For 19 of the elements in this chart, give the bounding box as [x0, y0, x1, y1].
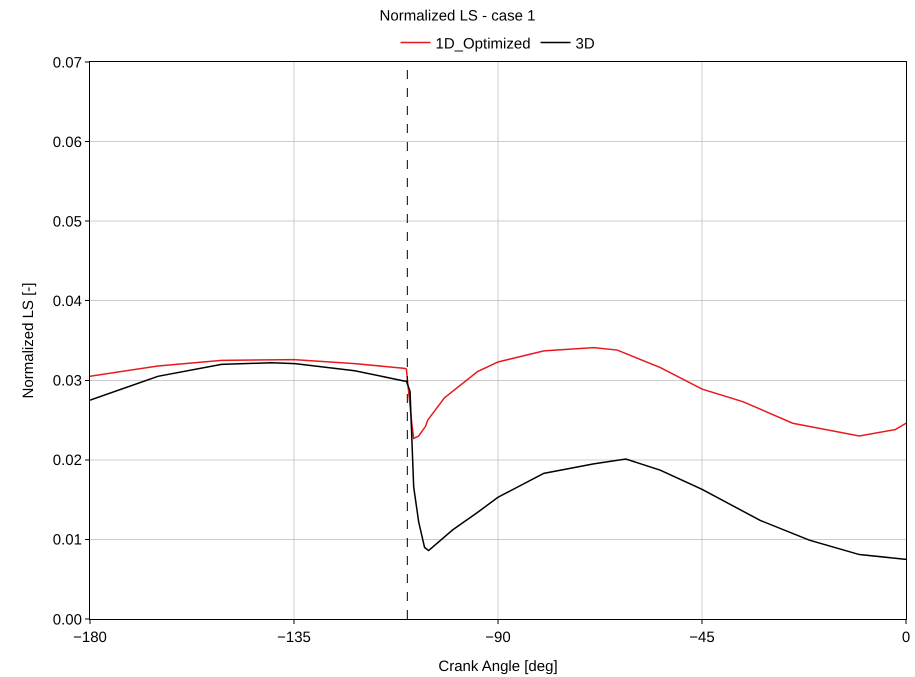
- x-tick-label: 0: [902, 629, 910, 646]
- y-tick-label: 0.06: [52, 134, 82, 151]
- x-tick-label: −135: [277, 629, 311, 646]
- chart-title: Normalized LS - case 1: [380, 8, 536, 25]
- x-tick-label: −180: [73, 629, 107, 646]
- legend-label: 1D_Optimized: [436, 35, 531, 52]
- y-tick-label: 0.05: [52, 213, 82, 230]
- x-tick-label: −90: [485, 629, 511, 646]
- y-tick-label: 0.07: [52, 54, 82, 72]
- x-axis-title: Crank Angle [deg]: [438, 658, 558, 675]
- y-tick-label: 0.02: [52, 452, 82, 470]
- x-tick-label: −45: [689, 629, 715, 646]
- y-axis-title: Normalized LS [-]: [20, 282, 38, 398]
- y-tick-label: 0.04: [52, 292, 82, 310]
- legend-label: 3D: [576, 35, 595, 52]
- y-tick-label: 0.01: [52, 532, 82, 549]
- y-tick-label: 0.00: [52, 611, 82, 628]
- y-tick-label: 0.03: [52, 372, 82, 390]
- line-series: [90, 346, 906, 440]
